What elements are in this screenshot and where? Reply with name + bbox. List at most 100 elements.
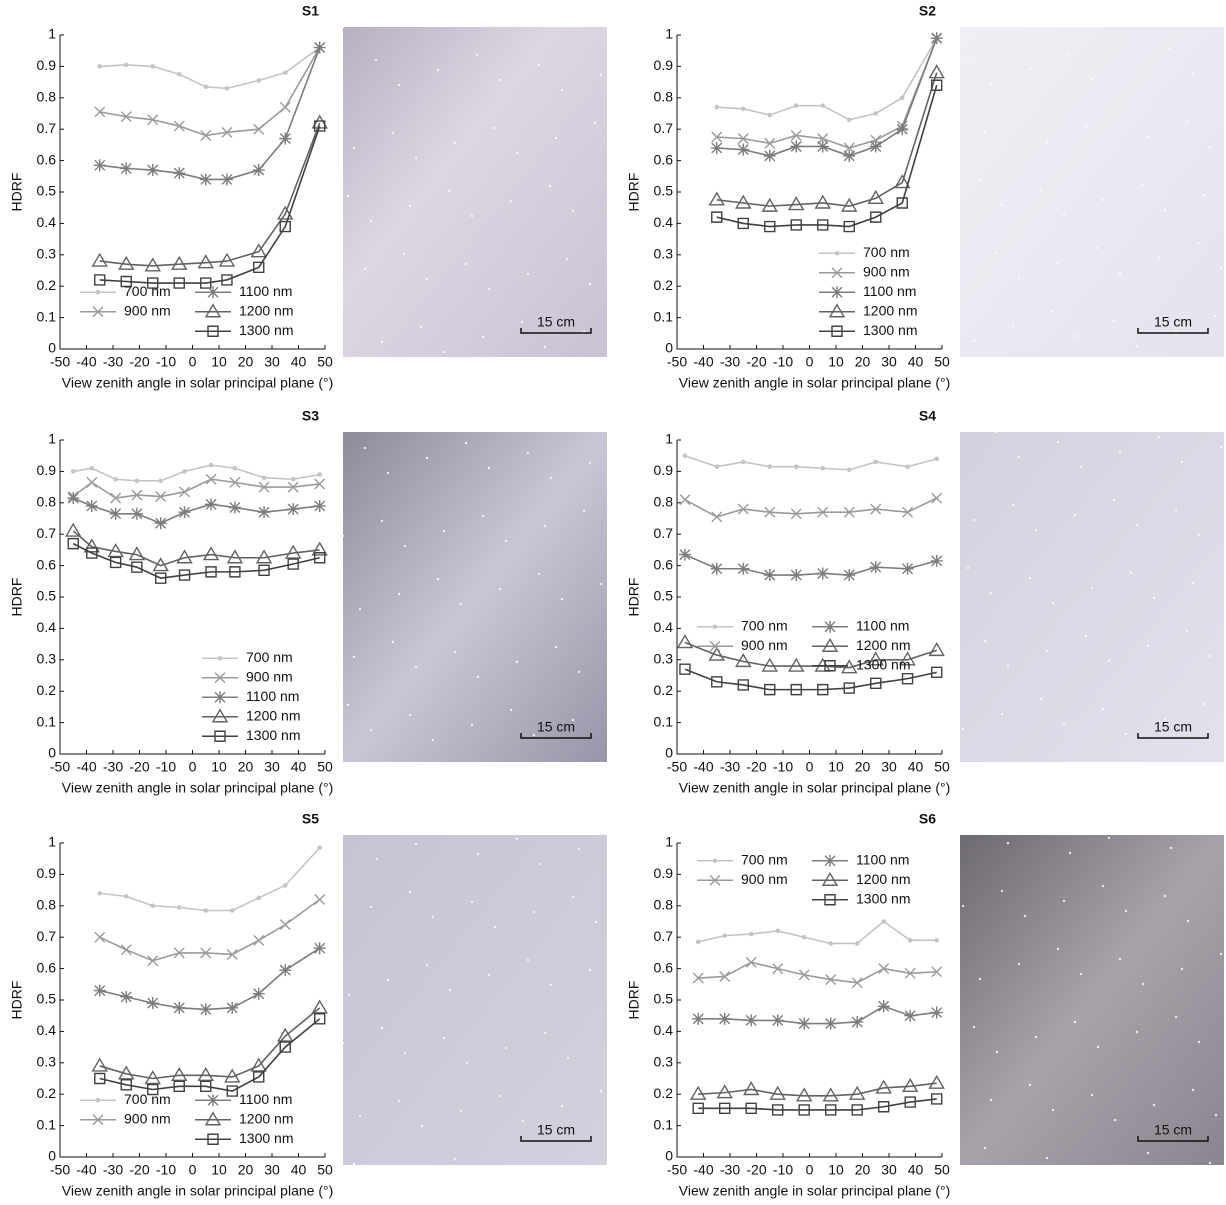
legend-label: 700 nm [741, 617, 788, 633]
photo-sparkle [532, 733, 536, 737]
series-line [99, 847, 321, 912]
photo-sparkle [1135, 344, 1139, 348]
data-point [250, 243, 267, 258]
legend-marker [207, 1133, 219, 1145]
photo-sparkle [1084, 125, 1088, 129]
data-point [290, 476, 296, 482]
data-point [128, 546, 146, 561]
data-point [226, 549, 244, 564]
photo-sparkle [397, 592, 401, 596]
data-point [870, 677, 882, 690]
y-tick-label: 0.3 [654, 651, 674, 667]
photo-sparkle [470, 214, 474, 218]
legend-label: 1300 nm [863, 322, 917, 338]
axes [59, 440, 325, 755]
photo-sparkle [1062, 899, 1066, 903]
data-point [737, 679, 749, 691]
data-point [790, 569, 803, 582]
axes [676, 440, 942, 755]
y-tick-label: 0.1 [37, 713, 57, 729]
x-tick-label: 10 [828, 1162, 844, 1178]
data-point [764, 683, 776, 696]
photo-sparkle [1124, 909, 1128, 913]
photo-sparkle [1135, 523, 1139, 527]
data-point [820, 103, 826, 108]
photo-sparkle [1011, 324, 1015, 328]
y-tick-label: 0.8 [37, 897, 57, 913]
data-point [790, 219, 802, 231]
photo-sparkle [465, 1061, 469, 1065]
photo-sparkle [977, 178, 981, 182]
data-point [256, 78, 262, 83]
data-point [931, 966, 943, 978]
photo-sparkle [436, 577, 440, 581]
photo-sparkle [1197, 1040, 1201, 1044]
data-point [146, 997, 159, 1010]
data-point [178, 506, 191, 519]
x-tick-label: -40 [76, 354, 96, 370]
scale-label: 15 cm [537, 719, 575, 735]
data-point [205, 498, 218, 511]
data-point [94, 931, 106, 943]
data-point [224, 86, 230, 91]
x-tick-label: -40 [693, 1162, 713, 1178]
photo-sparkle [386, 978, 390, 982]
photo-sparkle [515, 837, 519, 841]
legend-marker [214, 672, 226, 684]
data-point [824, 1017, 837, 1030]
photo-sparkle [1112, 498, 1116, 502]
photo-sparkle [1056, 947, 1060, 951]
legend-marker [92, 1114, 104, 1126]
photo-sparkle [341, 534, 345, 538]
data-point [878, 1101, 890, 1113]
data-point [203, 908, 209, 913]
y-tick-label: 1 [48, 834, 56, 850]
series-line [72, 530, 320, 567]
data-point [123, 62, 129, 68]
photo [960, 835, 1224, 1165]
data-point [771, 1014, 784, 1027]
y-tick-label: 0.6 [37, 556, 57, 572]
photo-sparkle [526, 272, 530, 276]
data-point [144, 257, 161, 272]
photo-sparkle [1174, 329, 1178, 333]
x-tick-label: -50 [50, 1162, 70, 1178]
photo-sparkle [487, 973, 491, 977]
data-point [150, 903, 156, 909]
photo-sparkle [1174, 508, 1178, 512]
data-point [200, 129, 212, 141]
photo-sparkle [1096, 1045, 1100, 1049]
legend-label: 1100 nm [239, 1091, 292, 1107]
photo-sparkle [1090, 586, 1094, 590]
photo-sparkle [414, 842, 418, 846]
data-point [199, 1003, 212, 1016]
x-axis-label: View zenith angle in solar principal pla… [62, 780, 334, 796]
data-point [708, 646, 725, 661]
data-point [788, 196, 805, 211]
data-point [317, 472, 323, 477]
x-tick-label: 20 [238, 354, 254, 370]
photo-sparkle [588, 968, 592, 972]
data-point [282, 70, 288, 75]
photo-sparkle [509, 199, 513, 203]
legend-marker [824, 620, 836, 633]
data-point [107, 543, 124, 558]
data-point [763, 149, 776, 162]
x-tick-label: 20 [855, 1162, 871, 1178]
photo-sparkle [1208, 654, 1212, 658]
series-line [684, 497, 938, 518]
data-point [314, 120, 326, 132]
y-tick-label: 0.6 [37, 959, 57, 975]
y-tick-label: 0.2 [37, 682, 57, 698]
photo-sparkle [1219, 445, 1223, 449]
data-point [228, 501, 241, 514]
x-tick-label: -20 [129, 1162, 149, 1178]
photo-sparkle [1062, 722, 1066, 726]
data-point [226, 1085, 238, 1097]
photo-sparkle [1152, 596, 1156, 600]
x-tick-label: 20 [238, 759, 254, 775]
data-point [873, 111, 879, 116]
legend-label: 700 nm [124, 1091, 171, 1107]
y-tick-label: 0.6 [37, 151, 57, 167]
legend-marker [821, 871, 839, 886]
